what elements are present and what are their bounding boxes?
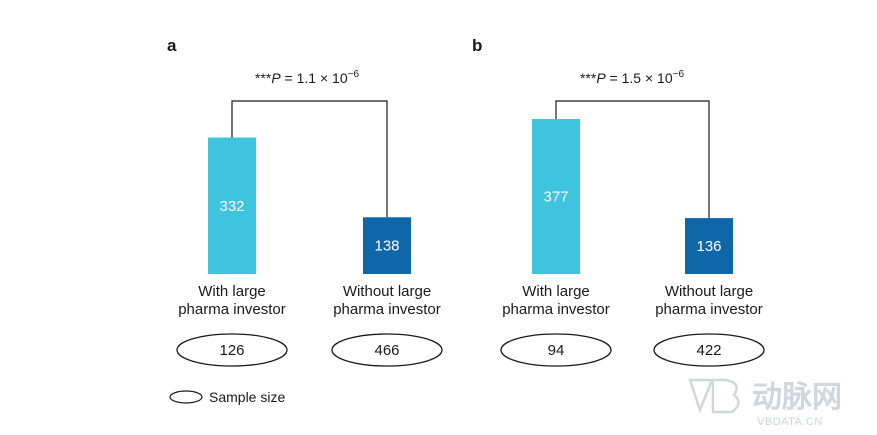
legend: Sample size [169, 389, 285, 405]
bar-value-label: 138 [374, 238, 399, 255]
watermark-text-cn: 动脉网 [752, 381, 842, 414]
category-label: pharma investor [333, 301, 441, 318]
bar [685, 218, 733, 274]
sample-size-oval [176, 333, 288, 367]
sample-size-value: 466 [374, 342, 399, 359]
category-label: With large [522, 283, 590, 300]
sample-size-oval [331, 333, 443, 367]
legend-label: Sample size [209, 389, 285, 405]
category-label: Without large [343, 283, 431, 300]
sample-size-value: 94 [548, 342, 565, 359]
category-label: pharma investor [655, 301, 763, 318]
category-label: With large [198, 283, 266, 300]
watermark-text-en: VBDATA.CN [757, 416, 823, 428]
legend-oval-icon [169, 390, 203, 404]
sample-size-oval [653, 333, 765, 367]
significance-bracket [555, 100, 710, 219]
category-label: Without large [665, 283, 753, 300]
category-label: pharma investor [502, 301, 610, 318]
sample-size-value: 126 [219, 342, 244, 359]
bar-value-label: 136 [696, 238, 721, 255]
watermark-logo-icon [688, 378, 740, 414]
panel-label: a [167, 36, 177, 55]
sample-size-value: 422 [696, 342, 721, 359]
bar [363, 217, 411, 274]
significance-bracket [231, 100, 388, 218]
bar [532, 119, 580, 275]
sample-size-oval [500, 333, 612, 367]
bar-value-label: 332 [219, 198, 244, 215]
panel-label: b [472, 36, 482, 55]
bar-value-label: 377 [543, 189, 568, 206]
p-value-label: ***P = 1.5 × 10−6 [580, 69, 684, 86]
category-label: pharma investor [178, 301, 286, 318]
bar [208, 137, 256, 274]
p-value-label: ***P = 1.1 × 10−6 [255, 69, 359, 86]
watermark: 动脉网 VBDATA.CN [688, 378, 842, 428]
